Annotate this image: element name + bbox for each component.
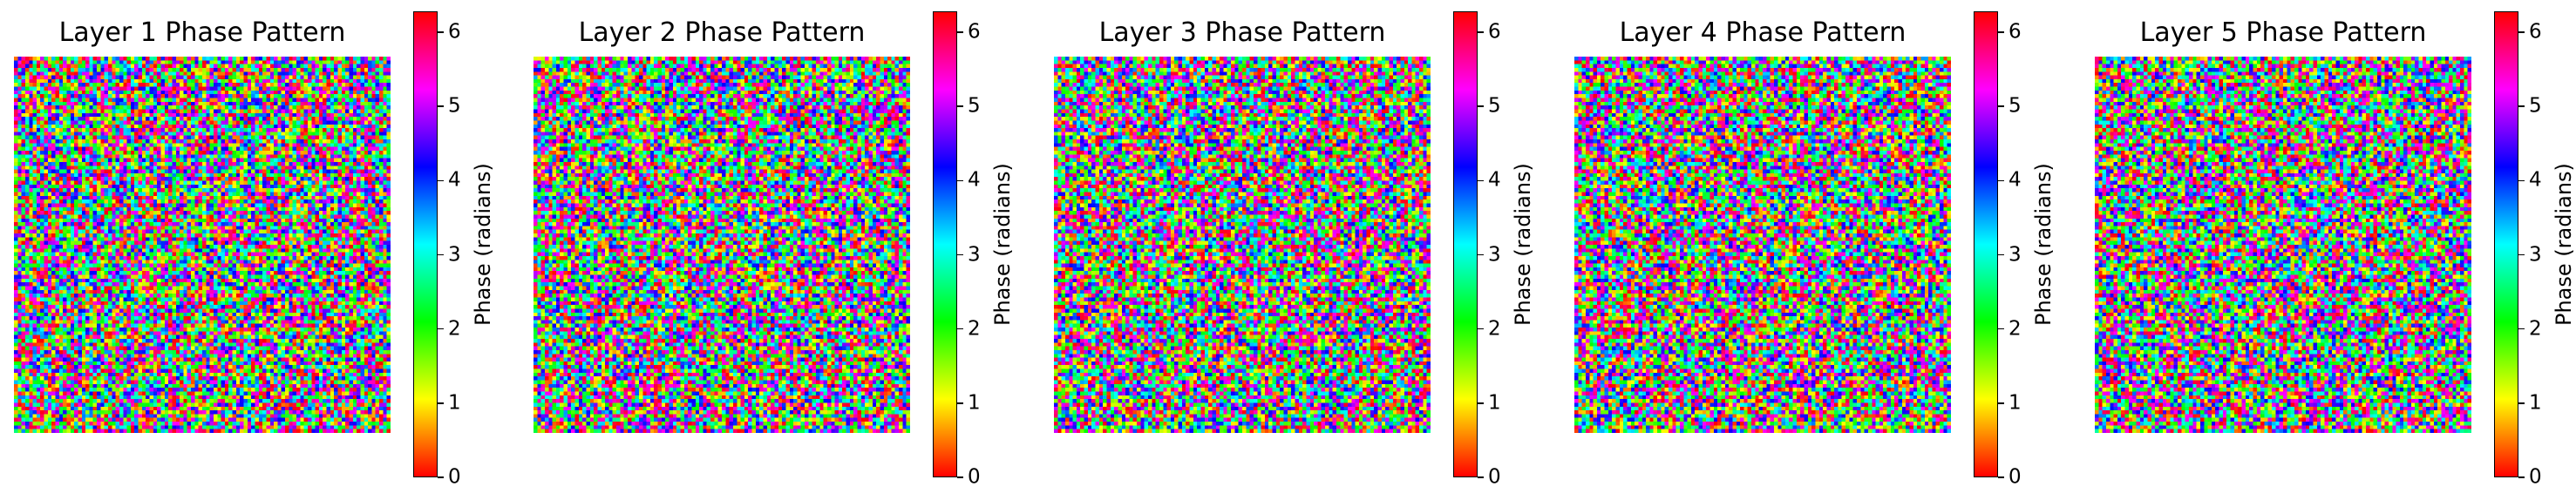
colorbar-tick [438, 402, 444, 404]
colorbar-tick [2518, 402, 2525, 404]
colorbar [933, 11, 957, 477]
colorbar-tick [1478, 402, 1484, 404]
colorbar-tick-label: 0 [968, 465, 981, 489]
panel-title: Layer 2 Phase Pattern [578, 17, 866, 48]
colorbar-tick-label: 3 [448, 243, 461, 267]
colorbar-tick [1998, 105, 2004, 107]
colorbar-tick [957, 105, 963, 107]
colorbar-tick-label: 1 [2529, 391, 2542, 415]
colorbar-tick [438, 328, 444, 330]
colorbar-tick-label: 6 [968, 20, 981, 44]
colorbar-label: Phase (radians) [2552, 163, 2576, 326]
colorbar-tick-label: 2 [448, 317, 461, 341]
colorbar-tick [438, 105, 444, 107]
colorbar-tick-label: 4 [968, 168, 981, 192]
colorbar-tick [1478, 179, 1484, 182]
colorbar-tick-label: 5 [2529, 94, 2542, 118]
colorbar-tick [2518, 476, 2525, 478]
colorbar-tick [957, 476, 963, 478]
colorbar-tick [2518, 253, 2525, 256]
colorbar-tick-label: 2 [1488, 317, 1501, 341]
colorbar-tick-label: 5 [1488, 94, 1501, 118]
colorbar-tick-label: 3 [968, 243, 981, 267]
colorbar-tick-label: 5 [968, 94, 981, 118]
colorbar-tick-label: 4 [2008, 168, 2022, 192]
colorbar-tick [438, 179, 444, 182]
colorbar-tick [2518, 31, 2525, 33]
colorbar-tick-label: 0 [1488, 465, 1501, 489]
colorbar [413, 11, 438, 477]
colorbar-tick [1998, 179, 2004, 182]
colorbar-tick-label: 5 [448, 94, 461, 118]
panel-title: Layer 3 Phase Pattern [1098, 17, 1386, 48]
colorbar-tick-label: 6 [2529, 20, 2542, 44]
colorbar-tick [438, 253, 444, 256]
colorbar-tick [957, 253, 963, 256]
colorbar-tick [1478, 31, 1484, 33]
panel-title: Layer 4 Phase Pattern [1619, 17, 1907, 48]
colorbar-tick [1478, 328, 1484, 330]
colorbar-tick-label: 0 [2529, 465, 2542, 489]
phase-heatmap [534, 57, 910, 433]
colorbar-tick [2518, 179, 2525, 182]
colorbar-tick [2518, 105, 2525, 107]
colorbar-tick-label: 6 [1488, 20, 1501, 44]
colorbar-tick [1998, 402, 2004, 404]
colorbar-tick [1998, 253, 2004, 256]
phase-heatmap [1054, 57, 1431, 433]
colorbar-tick [1998, 31, 2004, 33]
colorbar-tick-label: 3 [2008, 243, 2022, 267]
colorbar-tick [957, 328, 963, 330]
colorbar [1453, 11, 1478, 477]
colorbar-tick-label: 1 [2008, 391, 2022, 415]
colorbar-tick [2518, 328, 2525, 330]
colorbar-tick [438, 476, 444, 478]
colorbar-tick-label: 0 [2008, 465, 2022, 489]
panel-title: Layer 1 Phase Pattern [58, 17, 346, 48]
colorbar-tick-label: 5 [2008, 94, 2022, 118]
colorbar-tick [1478, 105, 1484, 107]
colorbar-tick [1998, 476, 2004, 478]
colorbar-tick-label: 2 [2008, 317, 2022, 341]
colorbar-tick [957, 179, 963, 182]
colorbar [2494, 11, 2518, 477]
colorbar-tick-label: 6 [448, 20, 461, 44]
colorbar-tick-label: 6 [2008, 20, 2022, 44]
colorbar-tick-label: 2 [968, 317, 981, 341]
phase-heatmap [2095, 57, 2471, 433]
colorbar-tick-label: 1 [968, 391, 981, 415]
colorbar-tick-label: 2 [2529, 317, 2542, 341]
panel-title: Layer 5 Phase Pattern [2139, 17, 2427, 48]
phase-heatmap [14, 57, 391, 433]
colorbar-tick [1478, 253, 1484, 256]
colorbar-tick-label: 4 [1488, 168, 1501, 192]
colorbar-tick-label: 3 [1488, 243, 1501, 267]
colorbar-tick [957, 31, 963, 33]
colorbar-tick-label: 4 [448, 168, 461, 192]
colorbar-tick [1478, 476, 1484, 478]
colorbar-tick-label: 1 [1488, 391, 1501, 415]
colorbar-tick [438, 31, 444, 33]
colorbar-tick-label: 0 [448, 465, 461, 489]
colorbar-tick-label: 4 [2529, 168, 2542, 192]
colorbar-tick-label: 1 [448, 391, 461, 415]
phase-heatmap [1574, 57, 1951, 433]
colorbar-tick [1998, 328, 2004, 330]
colorbar-tick [957, 402, 963, 404]
colorbar-tick-label: 3 [2529, 243, 2542, 267]
colorbar [1974, 11, 1998, 477]
